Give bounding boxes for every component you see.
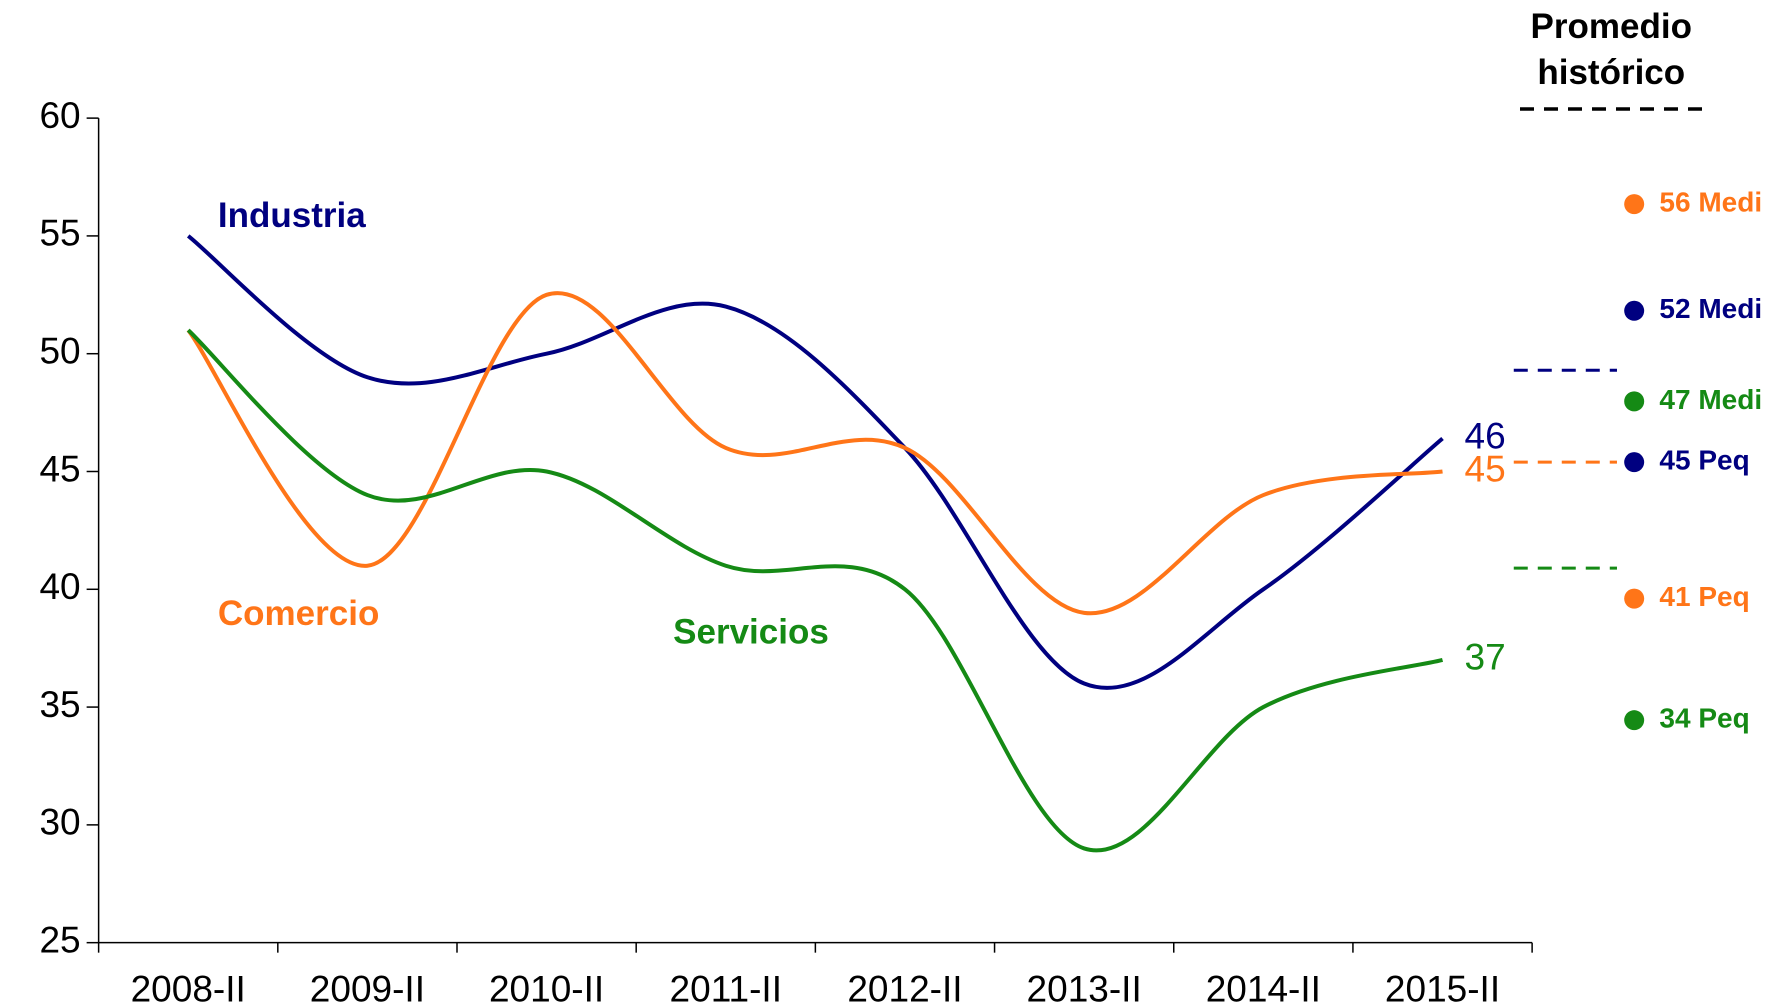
annotation-dot (1624, 452, 1645, 473)
annotation: 52 Medi (1659, 293, 1762, 324)
x-tick-label: 2012-II (847, 968, 962, 1006)
series-name: Industria (218, 196, 366, 235)
series-line (186, 234, 1444, 690)
x-tick-label: 2011-II (670, 968, 782, 1006)
series-name: Comercio (218, 594, 379, 633)
x-tick-label: 2015-II (1385, 968, 1500, 1006)
annotation-dot (1624, 194, 1645, 215)
side-title: Promedio (1531, 7, 1692, 46)
y-tick-label: 55 (39, 213, 80, 254)
annotation-dot (1624, 391, 1645, 412)
y-tick-label: 40 (39, 566, 80, 607)
x-tick-label: 2009-II (310, 968, 425, 1006)
y-tick-label: 60 (39, 95, 80, 136)
annotation: 56 Medi (1659, 187, 1762, 218)
y-tick-label: 30 (39, 802, 80, 843)
x-tick-label: 2013-II (1027, 968, 1142, 1006)
annotation-dot (1624, 588, 1645, 609)
y-tick-label: 45 (39, 448, 80, 489)
annotation: 45 Peq (1659, 445, 1749, 476)
annotation-dot (1624, 710, 1645, 731)
y-tick-label: 25 (39, 919, 80, 960)
y-tick-label: 50 (39, 330, 80, 371)
annotation: 47 Medi (1659, 384, 1762, 415)
annotation-dot (1624, 300, 1645, 321)
series-name: Servicios (673, 612, 829, 651)
side-title: histórico (1537, 53, 1685, 92)
x-tick-label: 2014-II (1206, 968, 1321, 1006)
end-label: 45 (1465, 448, 1506, 489)
x-tick-label: 2010-II (489, 968, 604, 1006)
end-label: 46 (1465, 415, 1506, 456)
y-tick-label: 35 (39, 684, 80, 725)
end-label: 37 (1465, 637, 1506, 678)
series-line (186, 328, 1444, 853)
annotation: 41 Peq (1659, 581, 1749, 612)
annotation: 34 Peq (1659, 703, 1749, 734)
x-tick-label: 2008-II (131, 968, 246, 1006)
series-line (186, 291, 1443, 616)
